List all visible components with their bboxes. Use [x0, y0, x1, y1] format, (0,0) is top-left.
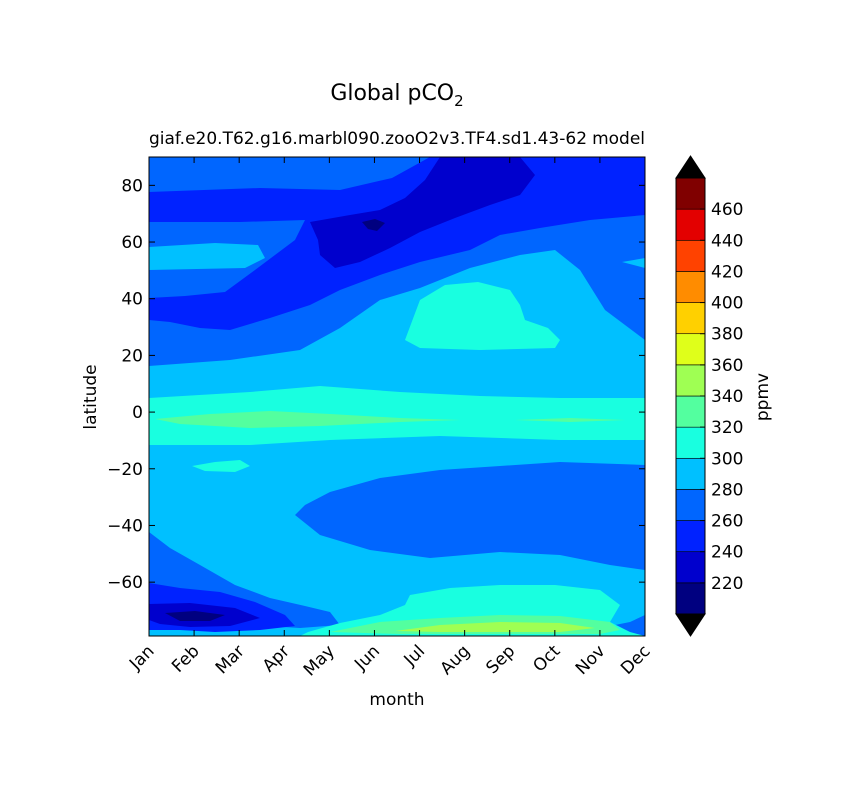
contour-fill-200-sw: [165, 611, 225, 621]
colorbar-segment-6: [675, 395, 706, 428]
x-tick-label: May: [300, 641, 339, 680]
colorbar-segment-13: [675, 177, 706, 210]
contour-fill-280-ne: [622, 258, 645, 268]
colorbar-tick-label: 220: [711, 574, 743, 594]
colorbar-tick-label: 300: [711, 449, 743, 469]
x-tick-label: Nov: [572, 641, 610, 679]
chart-subtitle-right: model: [592, 129, 645, 149]
colorbar-segment-0: [675, 582, 706, 615]
colorbar-tick-label: 420: [711, 262, 743, 282]
colorbar-segment-10: [675, 271, 706, 303]
colorbar-tick-label: 260: [711, 512, 743, 532]
x-tick-label: Mar: [212, 641, 249, 678]
colorbar-tick-label: 240: [711, 543, 743, 563]
contour-fill-260-south: [295, 462, 645, 570]
colorbar-segment-3: [675, 489, 706, 521]
y-axis: −60 −40 −20 0 20 40 60 80: [107, 176, 645, 593]
colorbar-extend-high: [675, 155, 706, 179]
colorbar-segment-12: [675, 208, 706, 241]
colorbar-tick-label: 440: [711, 231, 743, 251]
y-tick-label: −40: [107, 516, 143, 536]
colorbar-label: ppmv: [753, 373, 773, 421]
colorbar-segment-2: [675, 520, 706, 553]
x-tick-label: Jan: [125, 641, 158, 674]
colorbar-segment-1: [675, 551, 706, 584]
colorbar-tick-label: 320: [711, 418, 743, 438]
chart-subtitle-left: giaf.e20.T62.g16.marbl090.zooO2v3.TF4.sd…: [149, 129, 587, 149]
chart-title: Global pCO2: [330, 81, 463, 110]
y-tick-label: 40: [121, 290, 143, 310]
colorbar-tick-label: 380: [711, 325, 743, 345]
y-tick-label: 0: [132, 403, 143, 423]
colorbar-segment-5: [675, 426, 706, 459]
contour-fill-300-eq: [149, 386, 645, 445]
colorbar-segment-11: [675, 239, 706, 272]
colorbar-tick-label: 360: [711, 356, 743, 376]
colorbar-segment-8: [675, 333, 706, 366]
x-tick-label: Oct: [529, 641, 564, 676]
contour-fill-320-eq: [155, 411, 460, 428]
contour-fill-320-eq-east: [515, 418, 625, 422]
contour-fill-200-north: [362, 219, 385, 231]
colorbar-segment-7: [675, 364, 706, 397]
colorbar: 220 240 260 280 300 320 340 360 380 400 420 440 460: [675, 155, 743, 637]
x-tick-label: Dec: [617, 641, 654, 678]
colorbar-extend-low: [675, 613, 706, 637]
y-axis-label: latitude: [81, 364, 101, 429]
y-tick-label: 60: [121, 233, 143, 253]
x-tick-label: Jun: [350, 641, 384, 675]
x-axis-label: month: [369, 690, 424, 710]
colorbar-tick-label: 340: [711, 387, 743, 407]
y-tick-label: −60: [107, 573, 143, 593]
contour-field: [149, 157, 645, 636]
x-tick-label: Sep: [482, 641, 519, 678]
contour-fill-220-north: [310, 157, 535, 268]
y-tick-label: −20: [107, 460, 143, 480]
contour-fill-280-north: [149, 243, 265, 270]
y-tick-label: 80: [121, 176, 143, 196]
y-tick-label: 20: [121, 346, 143, 366]
x-tick-label: Apr: [259, 641, 294, 676]
contour-fill-340-south-coast: [395, 622, 595, 632]
colorbar-segment-4: [675, 457, 706, 490]
x-tick-label: Feb: [168, 641, 203, 676]
contour-fill-240-patch: [235, 198, 295, 205]
colorbar-tick-label: 280: [711, 480, 743, 500]
colorbar-tick-label: 400: [711, 294, 743, 314]
contour-fill-300-south: [192, 460, 250, 472]
colorbar-tick-label: 460: [711, 200, 743, 220]
contour-fill-300-north: [405, 282, 560, 350]
x-tick-label: Jul: [400, 641, 429, 670]
colorbar-segment-9: [675, 302, 706, 335]
x-tick-label: Aug: [437, 641, 475, 679]
plot-frame: [148, 156, 646, 637]
